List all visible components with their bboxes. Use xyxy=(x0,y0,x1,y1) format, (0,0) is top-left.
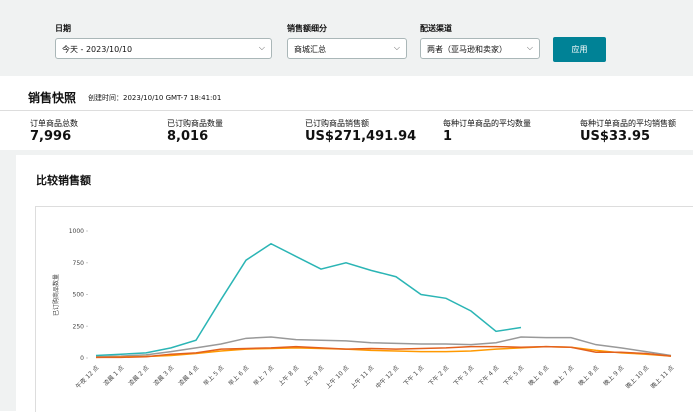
x-tick-label: 凌晨 1 点 xyxy=(102,364,126,388)
x-tick-label: 晚上 11 点 xyxy=(649,364,675,390)
x-tick-label: 上午 9 点 xyxy=(302,364,326,388)
chart-frame xyxy=(35,206,693,412)
x-tick-label: 凌晨 4 点 xyxy=(177,364,201,388)
metric-value: 1 xyxy=(443,129,453,144)
x-tick-label: 下午 2 点 xyxy=(427,364,451,388)
metric-label: 已订购商品数量 xyxy=(167,119,223,128)
x-tick-label: 下午 5 点 xyxy=(502,364,526,388)
y-axis-label: 已订购商品数量 xyxy=(52,274,60,316)
filter-label: 日期 xyxy=(55,24,71,33)
y-tick-label: 1000 xyxy=(69,228,84,235)
series-line xyxy=(95,242,522,357)
x-tick-label: 早上 6 点 xyxy=(227,364,251,388)
x-tick-label: 午夜 12 点 xyxy=(74,364,100,390)
metric-value: 7,996 xyxy=(30,129,72,144)
channel-dropdown[interactable]: 两者（亚马逊和卖家） xyxy=(420,37,540,59)
series-line xyxy=(96,345,672,359)
x-tick-label: 早上 5 点 xyxy=(202,364,226,388)
x-tick-label: 下午 3 点 xyxy=(452,364,476,388)
metric-value: US$33.95 xyxy=(580,129,651,144)
metric-label: 订单商品总数 xyxy=(30,119,78,128)
divider xyxy=(0,110,693,111)
y-tick-label: 0 xyxy=(80,355,84,362)
x-tick-label: 下午 4 点 xyxy=(477,364,501,388)
chart-title: 比较销售额 xyxy=(36,174,91,187)
x-tick-label: 上午 8 点 xyxy=(277,364,301,388)
snapshot-created: 创建时间：2023/10/10 GMT-7 18:41:01 xyxy=(88,94,222,102)
chart-card xyxy=(16,155,693,411)
x-tick-label: 早上 7 点 xyxy=(252,364,276,388)
metric-value: US$271,491.94 xyxy=(305,129,417,144)
metric-label: 每种订单商品的平均数量 xyxy=(443,119,531,128)
x-tick-label: 上午 11 点 xyxy=(349,364,375,390)
series-line xyxy=(95,336,672,358)
x-tick-label: 下午 1 点 xyxy=(402,364,426,388)
breakdown-dropdown[interactable]: 商城汇总 xyxy=(287,37,407,59)
metric-label: 已订购商品销售额 xyxy=(305,119,369,128)
metric-label: 每种订单商品的平均销售额 xyxy=(580,119,676,128)
apply-button[interactable]: 应用 xyxy=(553,37,606,62)
metric-value: 8,016 xyxy=(167,129,209,144)
y-tick-label: 750 xyxy=(73,260,85,267)
x-tick-label: 晚上 10 点 xyxy=(624,364,650,390)
x-tick-label: 晚上 7 点 xyxy=(552,364,576,388)
x-tick-label: 上午 10 点 xyxy=(324,364,350,390)
y-tick-label: 250 xyxy=(73,323,85,330)
x-tick-label: 晚上 9 点 xyxy=(602,364,626,388)
date-dropdown[interactable]: 今天 - 2023/10/10 xyxy=(55,37,272,59)
x-tick-label: 中午 12 点 xyxy=(374,364,400,390)
snapshot-title: 销售快照 xyxy=(28,91,77,105)
filter-label: 配送渠道 xyxy=(420,24,452,33)
filter-label: 销售额细分 xyxy=(287,24,327,33)
x-tick-label: 凌晨 2 点 xyxy=(127,364,151,388)
x-tick-label: 晚上 6 点 xyxy=(527,364,551,388)
x-tick-label: 凌晨 3 点 xyxy=(152,364,176,388)
y-tick-label: 500 xyxy=(73,292,85,299)
x-tick-label: 晚上 8 点 xyxy=(577,364,601,388)
